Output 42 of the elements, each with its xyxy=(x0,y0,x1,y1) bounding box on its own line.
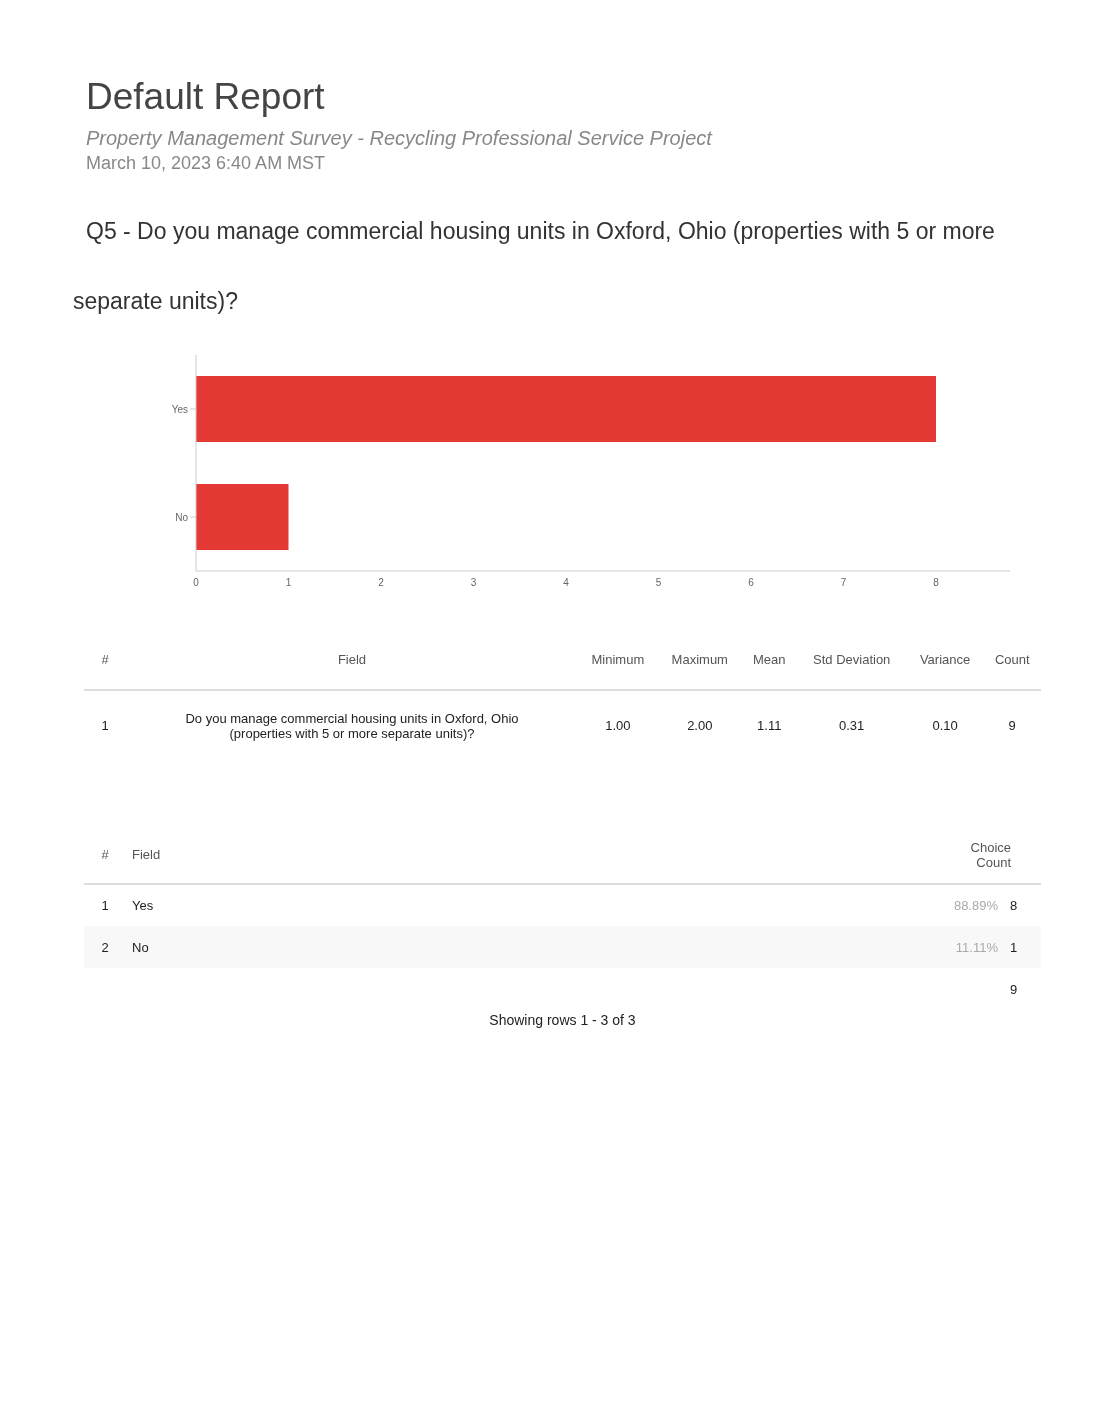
x-tick-label: 4 xyxy=(563,577,570,589)
text: Minimum xyxy=(590,651,646,669)
text: 9 xyxy=(1009,980,1019,999)
text: Maximum xyxy=(670,651,729,669)
text: Count xyxy=(993,651,1031,669)
text: Mean xyxy=(752,651,787,669)
x-tick-label: 6 xyxy=(748,577,755,589)
text: Choice Count xyxy=(969,839,1011,870)
text: March 10, 2023 6:40 AM MST xyxy=(86,153,326,174)
x-tick-label: 0 xyxy=(193,577,200,589)
text: 1 xyxy=(100,897,110,915)
chart-subtitle: Property Management Survey - Recycling Professional Service Project xyxy=(86,127,712,150)
text: Field xyxy=(336,651,368,669)
x-tick-label: 5 xyxy=(655,577,662,589)
text: 0.31 xyxy=(838,717,866,735)
text: No xyxy=(131,938,150,957)
text: 2 xyxy=(100,938,110,957)
x-tick-label: 7 xyxy=(840,577,847,589)
text: 11.11% xyxy=(954,938,999,957)
text: Std Deviation xyxy=(812,651,892,669)
text: Field xyxy=(131,846,162,864)
x-tick-label: 8 xyxy=(933,577,940,589)
x-tick-label: 2 xyxy=(378,577,385,589)
x-tick-label: 1 xyxy=(285,577,292,589)
text: 0.10 xyxy=(931,717,959,735)
x-tick-label: 3 xyxy=(470,577,477,589)
text: Do you manage commercial housing units in Oxford, Ohio (properties with 5 or more separate units)? xyxy=(184,709,520,743)
text: Variance xyxy=(918,651,972,669)
text: Yes xyxy=(131,897,155,915)
text: Q5 - Do you manage commercial housing units in Oxford, Ohio (properties with 5 or more separate units)? xyxy=(73,218,995,314)
text: 1.00 xyxy=(604,717,632,735)
text: 1.11 xyxy=(756,717,783,735)
text: 8 xyxy=(1009,897,1019,915)
text: 1 xyxy=(100,717,110,735)
text: # xyxy=(100,651,110,669)
text: 2.00 xyxy=(686,717,714,735)
text: 1 xyxy=(1009,938,1019,957)
text: 9 xyxy=(1007,717,1017,735)
chart-title: Default Report xyxy=(86,76,325,118)
text: 88.89% xyxy=(952,897,999,915)
text: # xyxy=(100,846,110,864)
text: Showing rows 1 - 3 of 3 xyxy=(488,1012,637,1028)
